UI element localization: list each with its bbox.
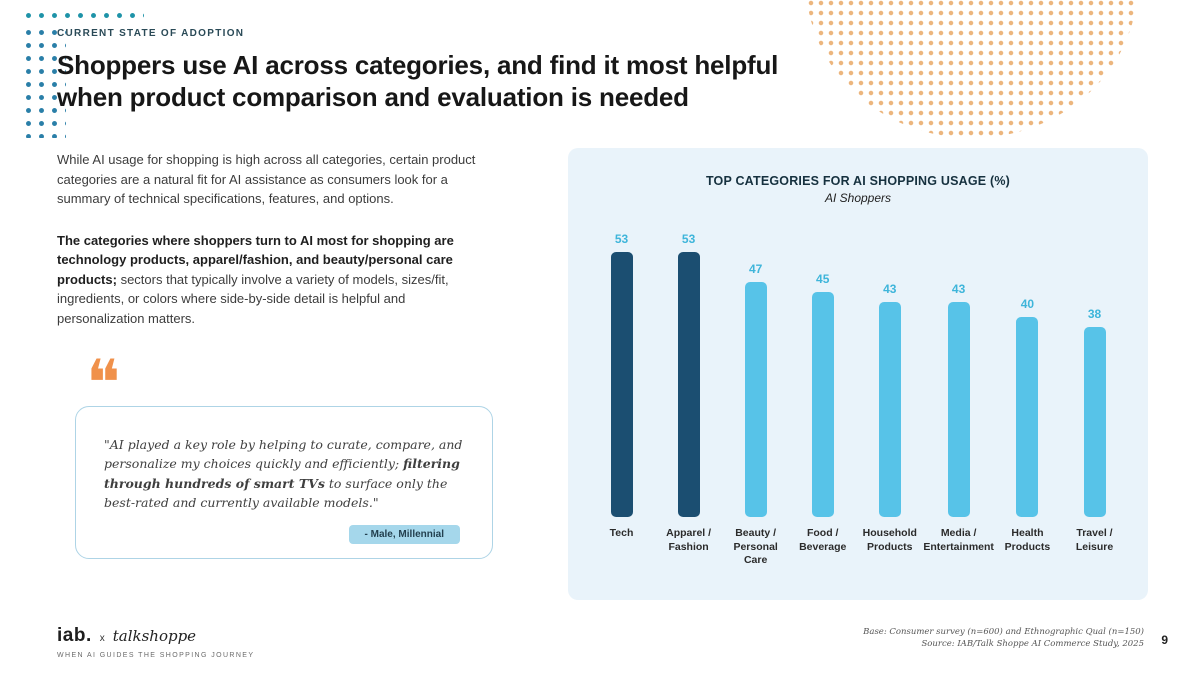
bar-value-label: 43 bbox=[883, 282, 897, 296]
quote-text-part1: "AI played a key role by helping to cura… bbox=[104, 437, 463, 472]
iab-logo: iab. bbox=[57, 625, 92, 646]
source-line-2: Source: IAB/Talk Shoppe AI Commerce Stud… bbox=[921, 639, 1144, 650]
bar-category-label: Household Products bbox=[862, 527, 917, 553]
bar-category-label: Food / Beverage bbox=[799, 527, 847, 553]
bar-column: 40 Health Products bbox=[994, 217, 1061, 568]
quote-icon: ❝ bbox=[86, 347, 121, 421]
bar-value-label: 40 bbox=[1020, 297, 1035, 311]
logo-separator: x bbox=[99, 633, 105, 644]
bar-category-label: Tech bbox=[609, 527, 634, 539]
quote-text-bold: filtering through hundreds of smart TVs bbox=[104, 456, 460, 491]
body-paragraph-2-bold: The categories where shoppers turn to AI… bbox=[57, 232, 454, 287]
bar-value-label: 53 bbox=[681, 232, 696, 246]
footer-logos: iab. x talkshoppe WHEN AI GUIDES THE SHO… bbox=[57, 625, 254, 659]
body-text-column: While AI usage for shopping is high acro… bbox=[57, 150, 489, 350]
dot-grid-decoration-top bbox=[22, 10, 144, 21]
source-note: Base: Consumer survey (n=600) and Ethnog… bbox=[863, 626, 1144, 652]
chart-panel: TOP CATEGORIES FOR AI SHOPPING USAGE (%)… bbox=[568, 148, 1148, 600]
quote-text-part2: to surface only the best-rated and curre… bbox=[104, 475, 448, 511]
bar bbox=[1083, 327, 1106, 517]
bar bbox=[947, 302, 970, 517]
bar-area: 53 bbox=[610, 217, 633, 517]
bar-value-label: 43 bbox=[951, 282, 966, 296]
chart-title: TOP CATEGORIES FOR AI SHOPPING USAGE (%) bbox=[705, 174, 1011, 188]
bar-category-label: Travel / Leisure bbox=[1075, 527, 1114, 553]
section-eyebrow: CURRENT STATE OF ADOPTION bbox=[57, 28, 245, 39]
chart-subtitle: AI Shoppers bbox=[824, 191, 892, 205]
talkshoppe-logo: talkshoppe bbox=[112, 627, 197, 645]
bar-value-label: 47 bbox=[748, 262, 763, 276]
page-title: Shoppers use AI across categories, and f… bbox=[57, 50, 817, 113]
quote-card: "AI played a key role by helping to cura… bbox=[75, 406, 493, 559]
body-paragraph-1: While AI usage for shopping is high acro… bbox=[57, 152, 476, 206]
page-title-line2: when product comparison and evaluation i… bbox=[57, 81, 689, 112]
bar-value-label: 53 bbox=[614, 232, 629, 246]
body-paragraph-2-rest: sectors that typically involve a variety… bbox=[57, 271, 449, 326]
bar-column: 45 Food / Beverage bbox=[789, 217, 856, 568]
page-title-line1: Shoppers use AI across categories, and f… bbox=[57, 50, 779, 80]
quote-attribution-badge: - Male, Millennial bbox=[348, 524, 460, 544]
bar bbox=[878, 302, 901, 517]
bar bbox=[744, 282, 767, 517]
page-number: 9 bbox=[1161, 633, 1168, 647]
bar-column: 43 Household Products bbox=[856, 217, 923, 568]
bar bbox=[1016, 317, 1039, 517]
bar-column: 38 Travel / Leisure bbox=[1061, 217, 1128, 568]
source-line-1: Base: Consumer survey (n=600) and Ethnog… bbox=[863, 626, 1144, 637]
bar-value-label: 38 bbox=[1087, 307, 1102, 321]
bar bbox=[811, 292, 834, 517]
bar-category-label: Health Products bbox=[1004, 527, 1051, 553]
quote-text: "AI played a key role by helping to cura… bbox=[104, 435, 464, 513]
bar-column: 43 Media / Entertainment bbox=[923, 217, 994, 568]
bar-area: 40 bbox=[1016, 217, 1039, 517]
footer-tagline: WHEN AI GUIDES THE SHOPPING JOURNEY bbox=[57, 652, 255, 659]
bar-area: 43 bbox=[947, 217, 970, 517]
bar-chart: 53 Tech 53 Apparel / Fashion 47 Beauty / Pers… bbox=[588, 217, 1128, 568]
bar-value-label: 45 bbox=[816, 272, 830, 286]
bar-category-label: Media / Entertainment bbox=[923, 527, 994, 553]
bar-area: 53 bbox=[677, 217, 700, 517]
dot-grid-decoration-left bbox=[22, 26, 66, 138]
body-paragraph-2: The categories where shoppers turn to AI… bbox=[57, 231, 489, 329]
bar-column: 53 Tech bbox=[588, 217, 655, 568]
bar-category-label: Apparel / Fashion bbox=[666, 527, 712, 553]
bar-column: 47 Beauty / Personal Care bbox=[722, 217, 789, 568]
bar-area: 47 bbox=[744, 217, 767, 517]
bar-area: 45 bbox=[811, 217, 834, 517]
dotted-circle-decoration bbox=[806, 0, 1138, 138]
bar bbox=[677, 252, 700, 517]
bar-column: 53 Apparel / Fashion bbox=[655, 217, 722, 568]
bar-category-label: Beauty / Personal Care bbox=[733, 527, 778, 567]
bar bbox=[610, 252, 633, 517]
bar-area: 38 bbox=[1083, 217, 1106, 517]
bar-area: 43 bbox=[878, 217, 901, 517]
